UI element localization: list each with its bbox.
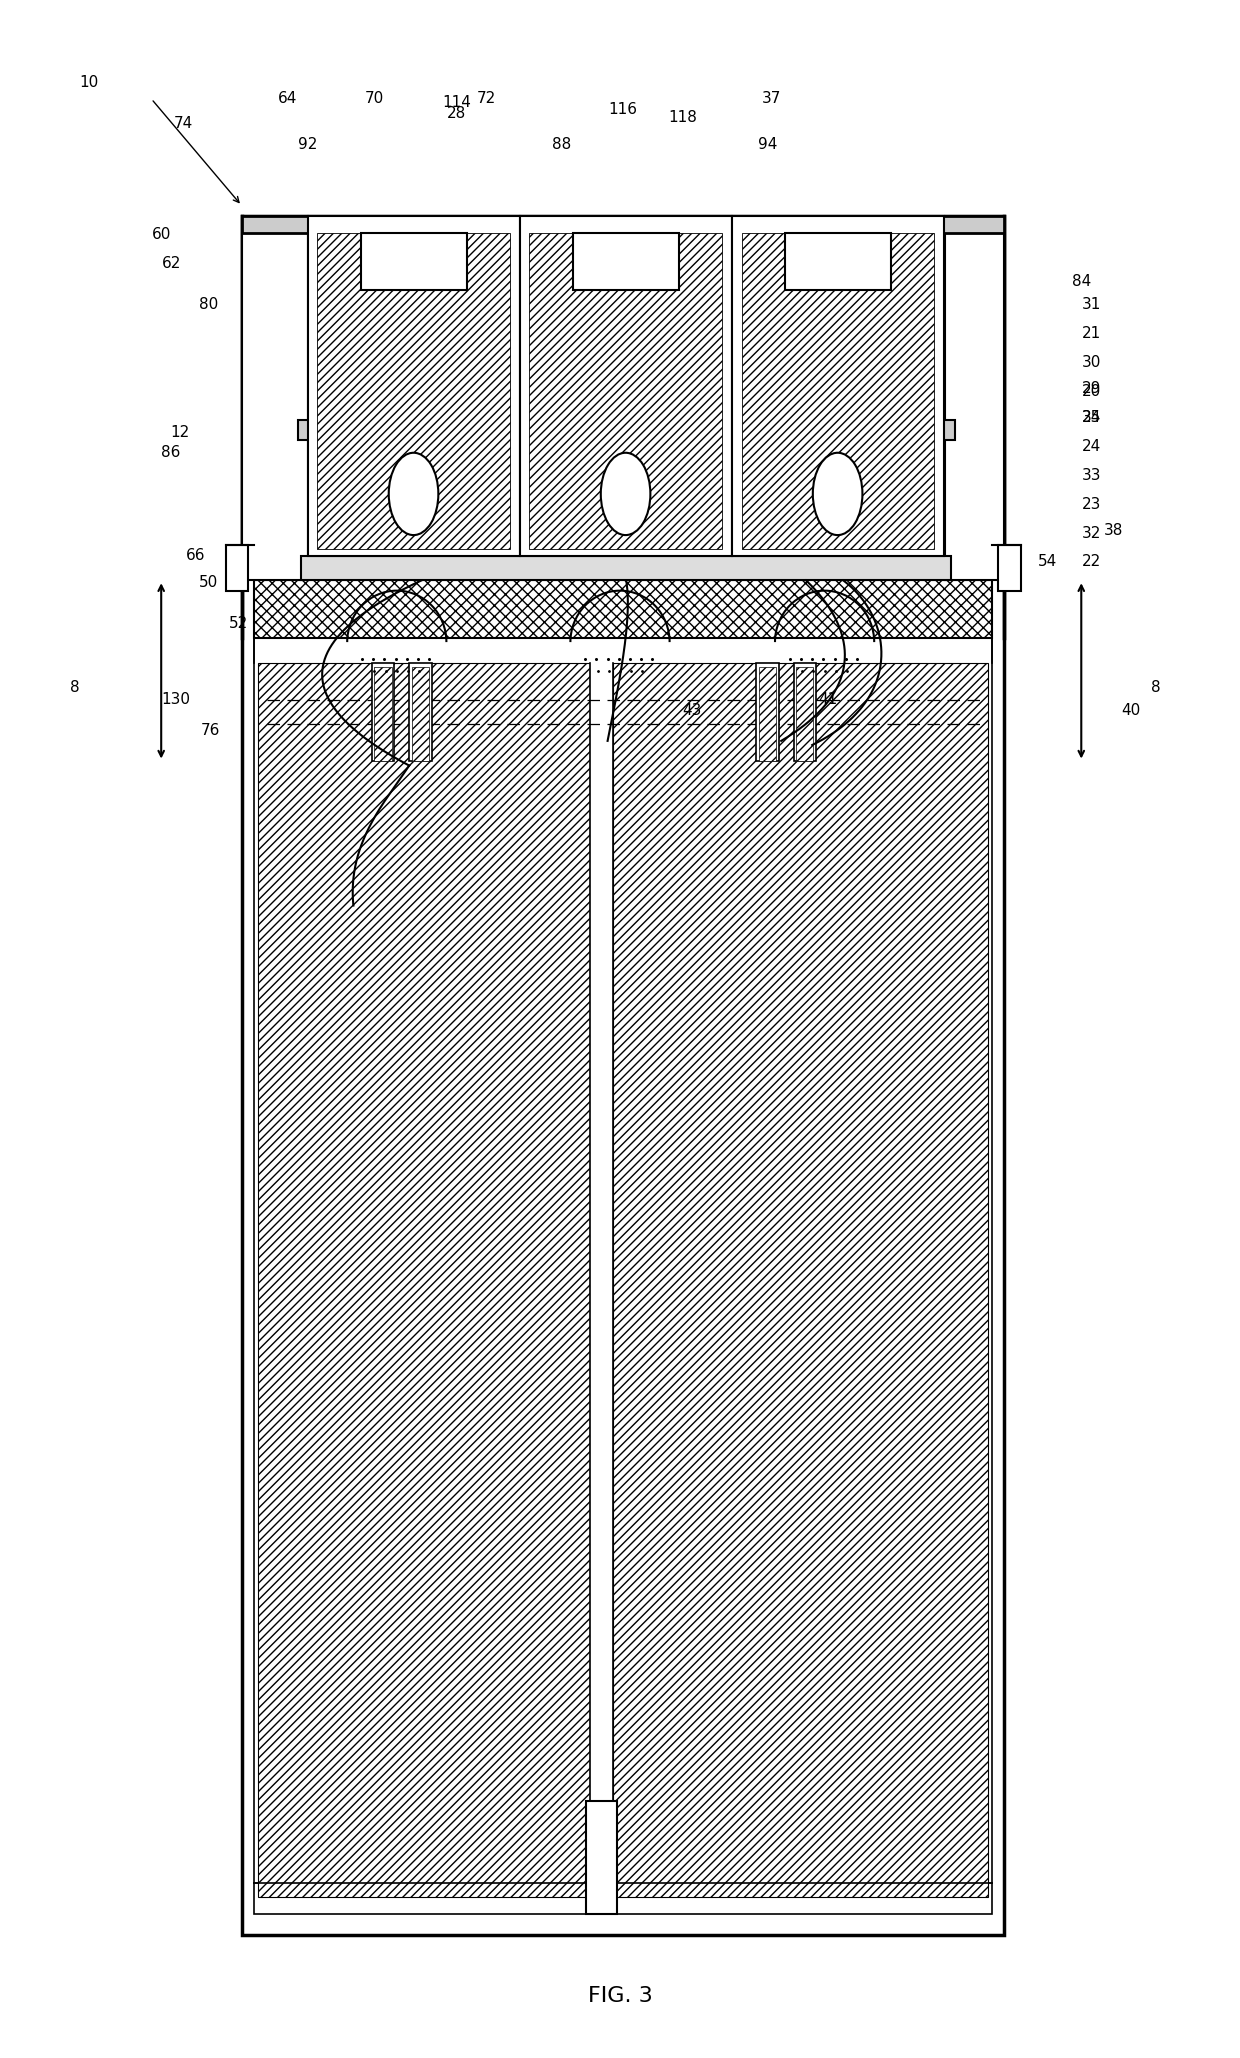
Bar: [759, 667, 776, 761]
Bar: [301, 556, 951, 580]
Bar: [573, 233, 678, 290]
Bar: [998, 545, 1021, 591]
Bar: [756, 663, 779, 761]
Text: 130: 130: [161, 691, 191, 708]
Text: 21: 21: [1081, 325, 1101, 342]
Text: 38: 38: [1104, 523, 1123, 539]
Bar: [945, 216, 1004, 580]
Text: 25: 25: [1081, 410, 1101, 426]
Text: 66: 66: [186, 547, 206, 564]
Text: 114: 114: [441, 95, 471, 111]
Text: 60: 60: [151, 226, 171, 243]
Bar: [242, 216, 1004, 233]
Bar: [613, 663, 988, 1897]
Text: 34: 34: [1081, 410, 1101, 426]
Text: 64: 64: [278, 91, 298, 107]
Bar: [529, 233, 722, 549]
Text: 28: 28: [446, 105, 466, 121]
Bar: [298, 420, 955, 440]
Text: 32: 32: [1081, 525, 1101, 541]
Bar: [361, 233, 466, 290]
Text: 33: 33: [1081, 467, 1101, 484]
Bar: [226, 545, 248, 591]
Bar: [308, 216, 520, 556]
Bar: [412, 667, 429, 761]
Text: 10: 10: [79, 74, 99, 91]
Text: 72: 72: [476, 91, 496, 107]
Bar: [590, 663, 613, 1897]
Bar: [374, 667, 392, 761]
Bar: [317, 233, 510, 549]
Text: 44: 44: [436, 619, 456, 636]
Text: 37: 37: [761, 91, 781, 107]
Text: 30: 30: [1081, 354, 1101, 370]
Circle shape: [600, 453, 650, 535]
Text: 80: 80: [198, 296, 218, 313]
Text: 42: 42: [794, 691, 813, 708]
Text: 82: 82: [952, 358, 972, 375]
Text: 52: 52: [228, 615, 248, 632]
Text: 29: 29: [1081, 381, 1101, 397]
Text: 116: 116: [608, 101, 637, 117]
Text: 86: 86: [161, 445, 181, 461]
Text: 22: 22: [1081, 554, 1101, 570]
Text: 12: 12: [170, 424, 190, 440]
Text: 94: 94: [758, 136, 777, 152]
Text: 43: 43: [682, 702, 702, 718]
Text: 84: 84: [1071, 274, 1091, 290]
Text: 88: 88: [552, 136, 572, 152]
Text: 8: 8: [69, 679, 79, 696]
Text: 76: 76: [201, 722, 221, 739]
Text: 41: 41: [818, 691, 838, 708]
Bar: [732, 216, 944, 556]
Bar: [242, 216, 1004, 1935]
Bar: [254, 580, 992, 638]
Text: 45: 45: [542, 619, 562, 636]
Bar: [796, 667, 813, 761]
Text: 54: 54: [1038, 554, 1058, 570]
Bar: [258, 663, 590, 1897]
Bar: [585, 1801, 618, 1914]
Text: 62: 62: [161, 255, 181, 272]
Circle shape: [389, 453, 439, 535]
Text: 20: 20: [1081, 383, 1101, 399]
Bar: [242, 216, 308, 580]
Text: 31: 31: [1081, 296, 1101, 313]
Text: 70: 70: [365, 91, 384, 107]
Text: 8: 8: [1151, 679, 1161, 696]
Text: 74: 74: [174, 115, 193, 132]
Bar: [409, 663, 432, 761]
Bar: [254, 237, 992, 1914]
Text: 24: 24: [1081, 438, 1101, 455]
Text: FIG. 3: FIG. 3: [588, 1986, 652, 2007]
Bar: [520, 216, 732, 556]
Text: 50: 50: [198, 574, 218, 591]
Bar: [794, 663, 816, 761]
Text: 118: 118: [668, 109, 698, 126]
Bar: [372, 663, 394, 761]
Text: 23: 23: [1081, 496, 1101, 512]
Text: 92: 92: [298, 136, 317, 152]
Bar: [742, 233, 934, 549]
Bar: [785, 233, 890, 290]
Circle shape: [813, 453, 863, 535]
Text: 40: 40: [1121, 702, 1141, 718]
